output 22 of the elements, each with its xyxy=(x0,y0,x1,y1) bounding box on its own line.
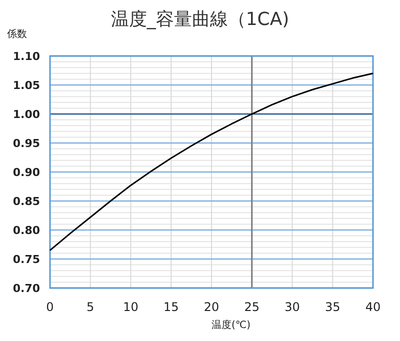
y-tick-label: 1.05 xyxy=(12,79,40,92)
x-tick-label: 10 xyxy=(123,300,138,314)
y-tick-label: 0.95 xyxy=(12,137,40,150)
y-axis-title: 係数 xyxy=(7,28,27,40)
y-tick-label: 1.00 xyxy=(12,108,40,121)
y-tick-label: 0.80 xyxy=(12,224,40,237)
x-tick-label: 5 xyxy=(86,300,94,314)
x-tick-label: 0 xyxy=(46,300,54,314)
y-tick-label: 0.70 xyxy=(12,282,40,295)
x-tick-label: 40 xyxy=(365,300,381,314)
y-tick-label: 0.75 xyxy=(12,253,40,266)
x-tick-label: 20 xyxy=(204,300,220,314)
y-tick-label: 0.90 xyxy=(12,166,40,179)
y-tick-label: 1.10 xyxy=(12,50,40,63)
x-tick-label: 15 xyxy=(163,300,179,314)
x-tick-label: 25 xyxy=(244,300,260,314)
chart-title: 温度_容量曲線（1CA) xyxy=(110,9,290,30)
x-tick-label: 30 xyxy=(284,300,300,314)
x-axis-title: 温度(℃) xyxy=(211,319,251,331)
y-tick-label: 0.85 xyxy=(12,195,40,208)
x-tick-label: 35 xyxy=(324,300,340,314)
line-series xyxy=(49,72,374,252)
